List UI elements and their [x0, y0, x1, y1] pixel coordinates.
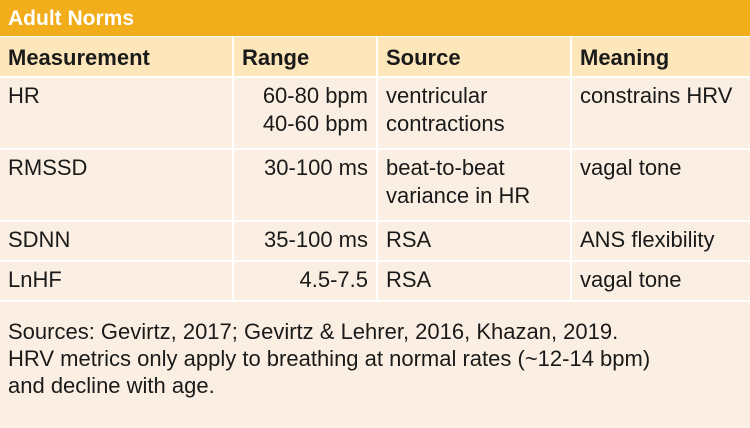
table-row-rmssd: RMSSD 30-100 ms beat-to-beat variance in…	[0, 148, 750, 222]
cell-meaning: constrains HRV	[570, 77, 750, 150]
cell-measurement: SDNN	[0, 220, 234, 262]
header-range: Range	[232, 37, 378, 78]
header-source: Source	[376, 37, 572, 78]
footnote: Sources: Gevirtz, 2017; Gevirtz & Lehrer…	[0, 302, 750, 399]
range-line: 4.5-7.5	[299, 267, 369, 292]
card-title: Adult Norms	[0, 0, 750, 37]
norms-table: Measurement Range Source Meaning HR 60-8…	[0, 37, 750, 302]
cell-meaning: vagal tone	[570, 260, 750, 302]
cell-meaning: ANS flexibility	[570, 220, 750, 262]
table-row-hr: HR 60-80 bpm 40-60 bpm ventricular contr…	[0, 77, 750, 150]
range-line: 60-80 bpm	[262, 83, 368, 108]
table-row-lnhf: LnHF 4.5-7.5 RSA vagal tone	[0, 260, 750, 302]
header-measurement: Measurement	[0, 37, 234, 78]
footnote-line: Sources: Gevirtz, 2017; Gevirtz & Lehrer…	[8, 319, 619, 344]
cell-measurement: RMSSD	[0, 148, 234, 222]
cell-range: 35-100 ms	[232, 220, 378, 262]
source-line: RSA	[386, 227, 432, 252]
source-line: ventricular	[386, 83, 488, 108]
source-line: beat-to-beat	[386, 155, 505, 180]
source-line: RSA	[386, 267, 432, 292]
footnote-line: HRV metrics only apply to breathing at n…	[8, 346, 651, 371]
cell-range: 30-100 ms	[232, 148, 378, 222]
cell-meaning: vagal tone	[570, 148, 750, 222]
table-header-row: Measurement Range Source Meaning	[0, 37, 750, 78]
range-line: 30-100 ms	[264, 155, 368, 180]
cell-range: 60-80 bpm 40-60 bpm	[232, 77, 378, 150]
cell-source: beat-to-beat variance in HR	[376, 148, 572, 222]
cell-measurement: HR	[0, 77, 234, 150]
footnote-line: and decline with age.	[8, 373, 215, 398]
range-line: 35-100 ms	[264, 227, 368, 252]
source-line: variance in HR	[386, 183, 531, 208]
range-line: 40-60 bpm	[262, 111, 368, 136]
cell-source: ventricular contractions	[376, 77, 572, 150]
source-line: contractions	[386, 111, 505, 136]
cell-measurement: LnHF	[0, 260, 234, 302]
header-meaning: Meaning	[570, 37, 750, 78]
table-row-sdnn: SDNN 35-100 ms RSA ANS flexibility	[0, 220, 750, 262]
cell-source: RSA	[376, 260, 572, 302]
cell-range: 4.5-7.5	[232, 260, 378, 302]
cell-source: RSA	[376, 220, 572, 262]
